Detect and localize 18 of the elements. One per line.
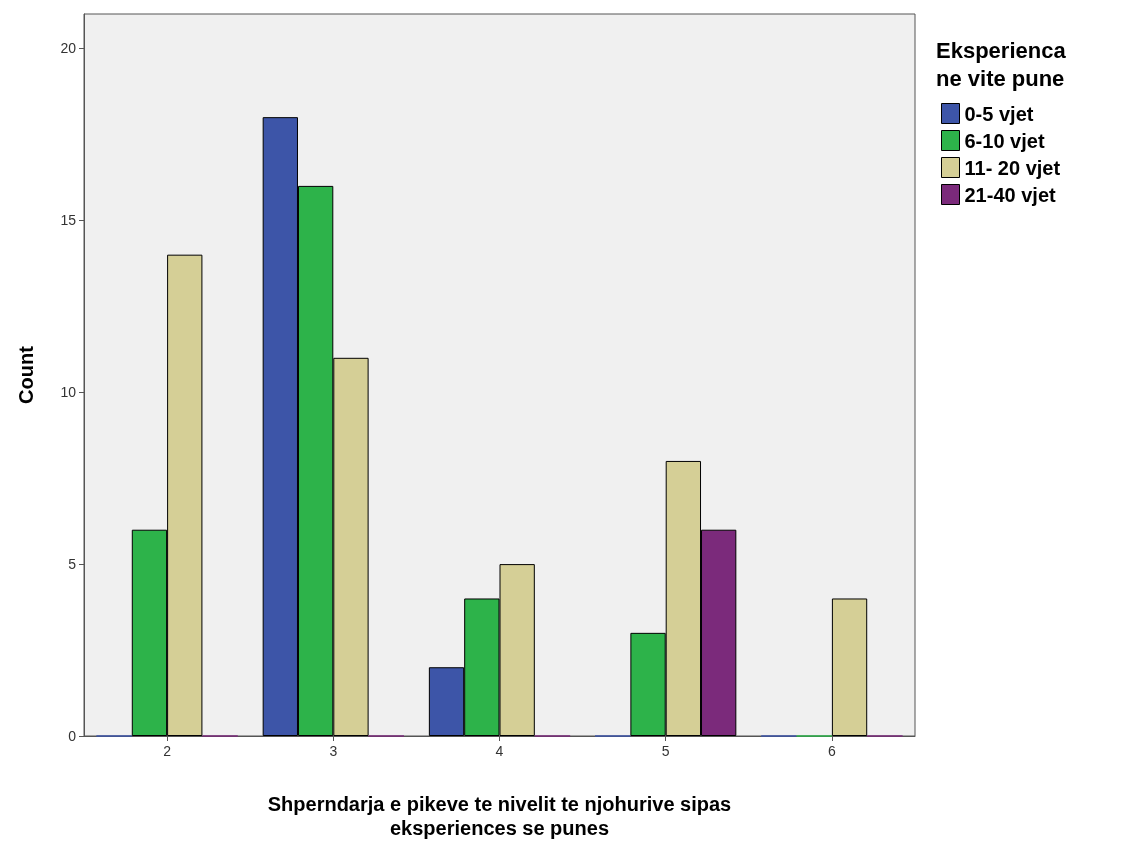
legend-label: 0-5 vjet [964, 102, 1034, 125]
legend-label: 6-10 vjet [964, 129, 1045, 152]
y-tick-label: 15 [60, 212, 77, 229]
legend-title: Eksperienca ne vite pune [936, 37, 1067, 91]
y-tick-label: 10 [60, 384, 77, 401]
x-tick-label: 2 [163, 743, 172, 759]
y-tick-label: 5 [68, 556, 77, 573]
bar [831, 598, 868, 736]
y-tick-label: 20 [60, 40, 77, 57]
y-axis-title: Count [15, 345, 37, 404]
legend-label: 11- 20 vjet [964, 156, 1061, 179]
x-tick-label: 3 [329, 743, 338, 759]
y-tick-label: 0 [68, 728, 77, 744]
x-tick-label: 4 [495, 743, 504, 759]
x-tick-label: 6 [828, 743, 836, 759]
x-axis-title: Shperndarja e pikeve te nivelit te njohurive sipas eksperiences se punes [267, 793, 732, 839]
x-tick-label: 5 [661, 743, 670, 759]
legend-label: 21-40 vjet [964, 183, 1057, 206]
